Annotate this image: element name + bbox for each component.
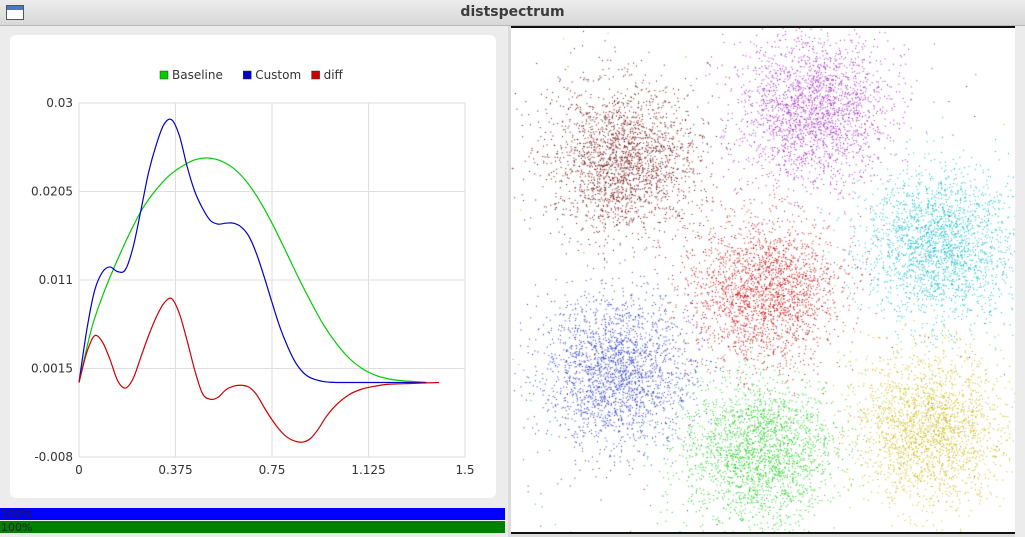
y-tick-label: 0.0015 — [31, 362, 73, 376]
progress-bar-2: 100% — [0, 521, 505, 534]
legend-label: Custom — [255, 68, 301, 82]
x-tick-label: 0.375 — [158, 463, 192, 477]
window-edge — [1015, 26, 1025, 537]
legend-swatch — [311, 70, 320, 80]
y-tick-label: 0.03 — [46, 96, 73, 110]
window-menu-icon[interactable] — [6, 5, 24, 20]
progress-bar-1: 100% — [0, 508, 505, 521]
scatter-pane — [511, 26, 1015, 534]
progress-bar-1-label: 100% — [1, 508, 33, 521]
legend-swatch — [242, 70, 252, 80]
y-tick-label: 0.0205 — [31, 185, 73, 199]
series-line-custom — [78, 118, 427, 384]
x-tick-label: 0 — [75, 463, 83, 477]
y-tick-label: -0.008 — [34, 450, 73, 464]
progress-bar-1-fill — [0, 508, 505, 520]
progress-bar-2-label: 100% — [1, 521, 33, 534]
chart-axes: 0 0.375 0.75 1.125 1.5 0.03 0.0205 0.011 0.0015 -… — [31, 96, 475, 477]
x-tick-label: 1.125 — [351, 463, 385, 477]
window-title: distspectrum — [460, 4, 565, 20]
title-bar: distspectrum — [0, 0, 1025, 26]
legend-label: diff — [324, 68, 344, 82]
cluster-scatter-plot — [511, 28, 1015, 532]
chart-pane: Baseline Custom diff 0 0.375 0.75 1.125 1.5 0.0… — [0, 26, 508, 537]
series-line-diff — [78, 297, 440, 443]
chart-card: Baseline Custom diff 0 0.375 0.75 1.125 1.5 0.0… — [10, 35, 496, 498]
legend-label: Baseline — [172, 68, 223, 82]
series-line-baseline — [78, 157, 427, 384]
legend-swatch — [159, 70, 169, 80]
line-chart: Baseline Custom diff 0 0.375 0.75 1.125 1.5 0.0… — [31, 68, 475, 477]
chart-legend: Baseline Custom diff — [159, 68, 344, 82]
x-tick-label: 0.75 — [259, 463, 286, 477]
progress-bar-2-fill — [0, 521, 505, 533]
chart-series — [78, 118, 440, 443]
y-tick-label: 0.011 — [39, 273, 73, 287]
x-tick-label: 1.5 — [455, 463, 474, 477]
chart-grid — [78, 102, 466, 458]
